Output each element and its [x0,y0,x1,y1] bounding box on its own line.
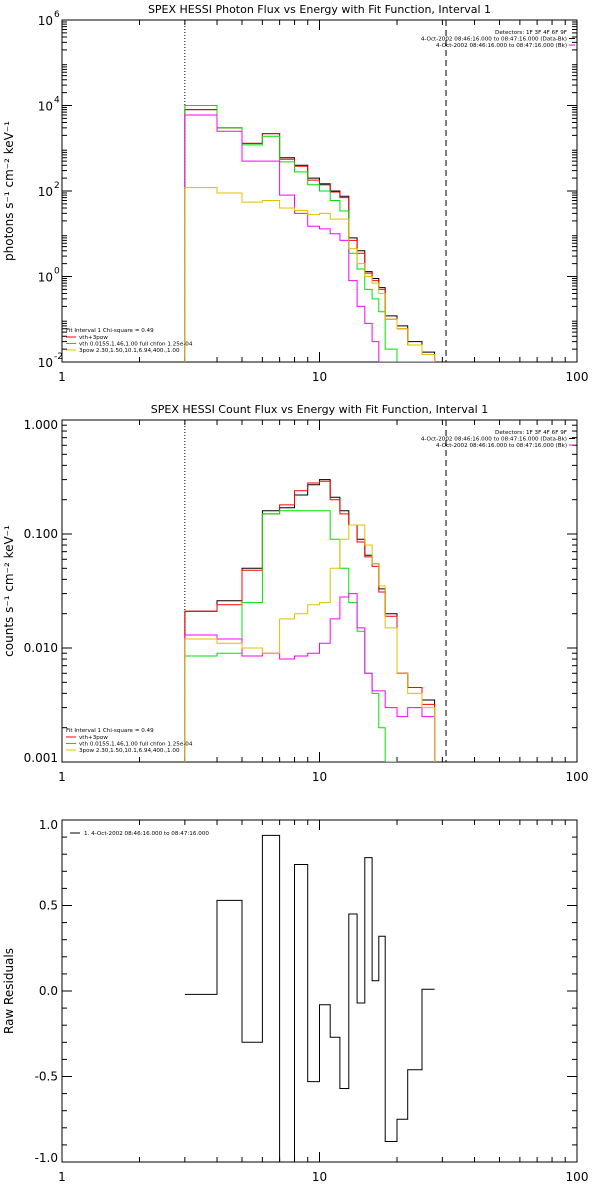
legend-label: vth 0.0155,1.46,1.00 full chfon 1.25e-04 [79,342,193,348]
y-tick-label: 1.0 [39,818,58,832]
series-line-5 [184,187,436,362]
x-tick-label: 100 [566,1170,589,1184]
y-axis-label: Raw Residuals [2,948,16,1034]
series-line-2 [184,480,436,762]
y-tick-label: -0.5 [35,1070,58,1084]
legend-label: vth+3pow [79,735,108,741]
series-line-3 [184,105,436,362]
info-line: 4-Oct-2002 08:46:16.000 to 08:47:16.000 … [421,437,567,443]
series-line-1 [184,834,435,1162]
data-series-group [184,834,435,1162]
y-tick-label: 10 [38,271,53,285]
info-line: 4-Oct-2002 08:46:16.000 to 08:47:16.000 … [436,443,567,449]
y-tick-label: 1.000 [24,418,58,432]
y-tick-label: -1.0 [35,1151,58,1165]
chart-panel-1: SPEX HESSI Photon Flux vs Energy with Fi… [2,3,588,384]
y-tick-exponent: 2 [54,181,60,191]
y-tick-label: 0.0 [39,984,58,998]
info-line: Detectors: 1F 3F 4F 6F 9F [495,430,567,436]
y-tick-label: 0.5 [39,899,58,913]
series-line-5 [184,524,436,762]
chart-title: SPEX HESSI Count Flux vs Energy with Fit… [151,403,488,416]
series-line-4 [184,593,436,762]
y-tick-exponent: 4 [54,96,60,106]
x-tick-label: 100 [566,370,589,384]
legend-label: vth 0.0155,1.46,1.00 full chfon 1.25e-04 [79,742,193,748]
x-tick-label: 1 [58,1170,66,1184]
data-series-group [184,105,436,362]
y-tick-label: 10 [38,356,53,370]
data-series-group [184,479,436,762]
chart-panel-2: SPEX HESSI Count Flux vs Energy with Fit… [2,403,589,784]
y-tick-label: 10 [38,14,53,28]
chart-title: SPEX HESSI Photon Flux vs Energy with Fi… [148,3,491,16]
legend-label: 3pow 2.30,1.50,10.1,6.94,400.,1.00 [79,748,180,754]
legend-label: 3pow 2.30,1.50,10.1,6.94,400.,1.00 [79,348,180,354]
x-tick-label: 1 [58,370,66,384]
y-axis-label: photons s⁻¹ cm⁻² keV⁻¹ [2,121,16,261]
info-line: 4-Oct-2002 08:46:16.000 to 08:47:16.000 … [421,37,567,43]
y-axis-label: counts s⁻¹ cm⁻² keV⁻¹ [2,525,16,657]
plot-frame [61,819,578,1163]
x-tick-label: 1 [58,770,66,784]
info-line: Detectors: 1F 3F 4F 6F 9F [495,30,567,36]
y-tick-label: 0.001 [24,751,58,765]
chart-panel-3: 1 10 100 -1.0 -0.5 0.0 0.5 1.0 Raw Residuals 1. 4… [2,818,588,1184]
series-line-3 [184,510,398,762]
series-line-4 [184,114,436,362]
legend-label: 1. 4-Oct-2002 08:46:16.000 to 08:47:16.0… [84,831,209,837]
x-tick-label: 10 [312,370,327,384]
y-tick-label: 0.010 [24,641,58,655]
x-tick-label: 100 [566,770,589,784]
y-tick-label: 10 [38,100,53,114]
fit-header: Fit Interval 1 Chi-square = 0.49 [66,328,154,334]
y-tick-exponent: 0 [54,267,60,277]
legend-label: vth+3pow [79,335,108,341]
y-tick-exponent: 6 [54,10,60,20]
y-tick-exponent: -2 [54,352,63,362]
y-tick-label: 10 [38,185,53,199]
x-tick-label: 10 [312,770,327,784]
plot-frame [61,419,578,763]
info-line: 4-Oct-2002 08:46:16.000 to 08:47:16.000 … [436,43,567,49]
x-tick-label: 10 [312,1170,327,1184]
y-tick-label: 0.100 [24,527,58,541]
fit-header: Fit Interval 1 Chi-square = 0.49 [66,728,154,734]
